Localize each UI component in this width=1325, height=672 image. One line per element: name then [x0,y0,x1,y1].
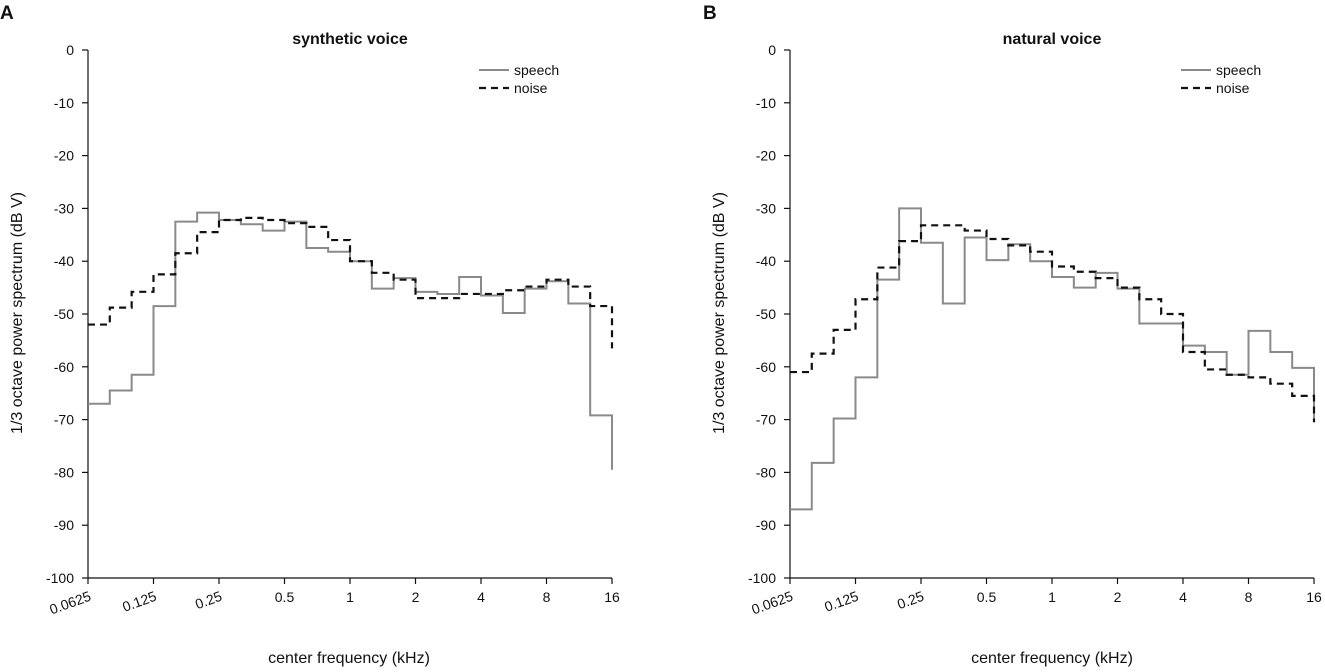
legend-label-speech: speech [514,62,559,78]
series-line-noise [790,224,1316,423]
y-axis-title-b: 1/3 octave power spectrum (dB V) [711,192,728,434]
x-tick-label: 16 [604,589,620,605]
x-tick-label: 4 [1179,589,1187,605]
x-tick-label: 0.125 [120,588,159,615]
y-tick-label: -10 [54,95,74,111]
y-tick-label: -70 [54,412,74,428]
chart-title-a: synthetic voice [292,31,408,48]
y-tick-label: -90 [756,517,776,533]
y-tick-label: 0 [66,42,74,58]
panel-label-a: A [0,3,14,24]
y-tick-label: -30 [756,200,776,216]
x-tick-label: 0.0625 [749,588,795,618]
y-tick-label: -60 [756,359,776,375]
x-tick-label: 8 [1245,589,1253,605]
chart-panel-a: A synthetic voice center frequency (kHz)… [0,3,620,667]
y-tick-label: -100 [46,570,74,586]
y-axis-title-a: 1/3 octave power spectrum (dB V) [9,192,26,434]
x-tick-label: 1 [1048,589,1056,605]
y-tick-label: -100 [748,570,776,586]
y-tick-label: -80 [54,464,74,480]
x-tick-label: 2 [412,589,420,605]
y-tick-label: -80 [756,464,776,480]
chart-title-b: natural voice [1003,31,1102,48]
y-tick-label: -40 [54,253,74,269]
legend-label-noise: noise [514,80,548,96]
legend-label-speech: speech [1216,62,1261,78]
x-tick-label: 0.5 [275,589,295,605]
y-tick-label: -20 [756,148,776,164]
x-tick-label: 1 [346,589,354,605]
y-tick-label: -40 [756,253,776,269]
y-tick-label: -30 [54,200,74,216]
x-tick-label: 2 [1114,589,1122,605]
x-tick-label: 0.25 [193,588,224,612]
x-tick-label: 16 [1306,589,1322,605]
x-tick-label: 0.0625 [47,588,93,618]
x-tick-label: 0.5 [977,589,997,605]
y-tick-label: -10 [756,95,776,111]
legend-label-noise: noise [1216,80,1250,96]
y-tick-label: -60 [54,359,74,375]
y-tick-label: -90 [54,517,74,533]
y-tick-label: -20 [54,148,74,164]
x-axis-title-b: center frequency (kHz) [971,650,1133,667]
chart-panel-b: B natural voice center frequency (kHz) 1… [703,3,1322,667]
x-tick-label: 0.125 [822,588,861,615]
series-line-noise [88,216,614,349]
y-tick-label: 0 [768,42,776,58]
x-tick-label: 8 [543,589,551,605]
y-tick-label: -70 [756,412,776,428]
x-tick-label: 0.25 [895,588,926,612]
x-axis-title-a: center frequency (kHz) [268,650,430,667]
panel-label-b: B [703,3,717,24]
y-tick-label: -50 [756,306,776,322]
x-tick-label: 4 [477,589,485,605]
y-tick-label: -50 [54,306,74,322]
